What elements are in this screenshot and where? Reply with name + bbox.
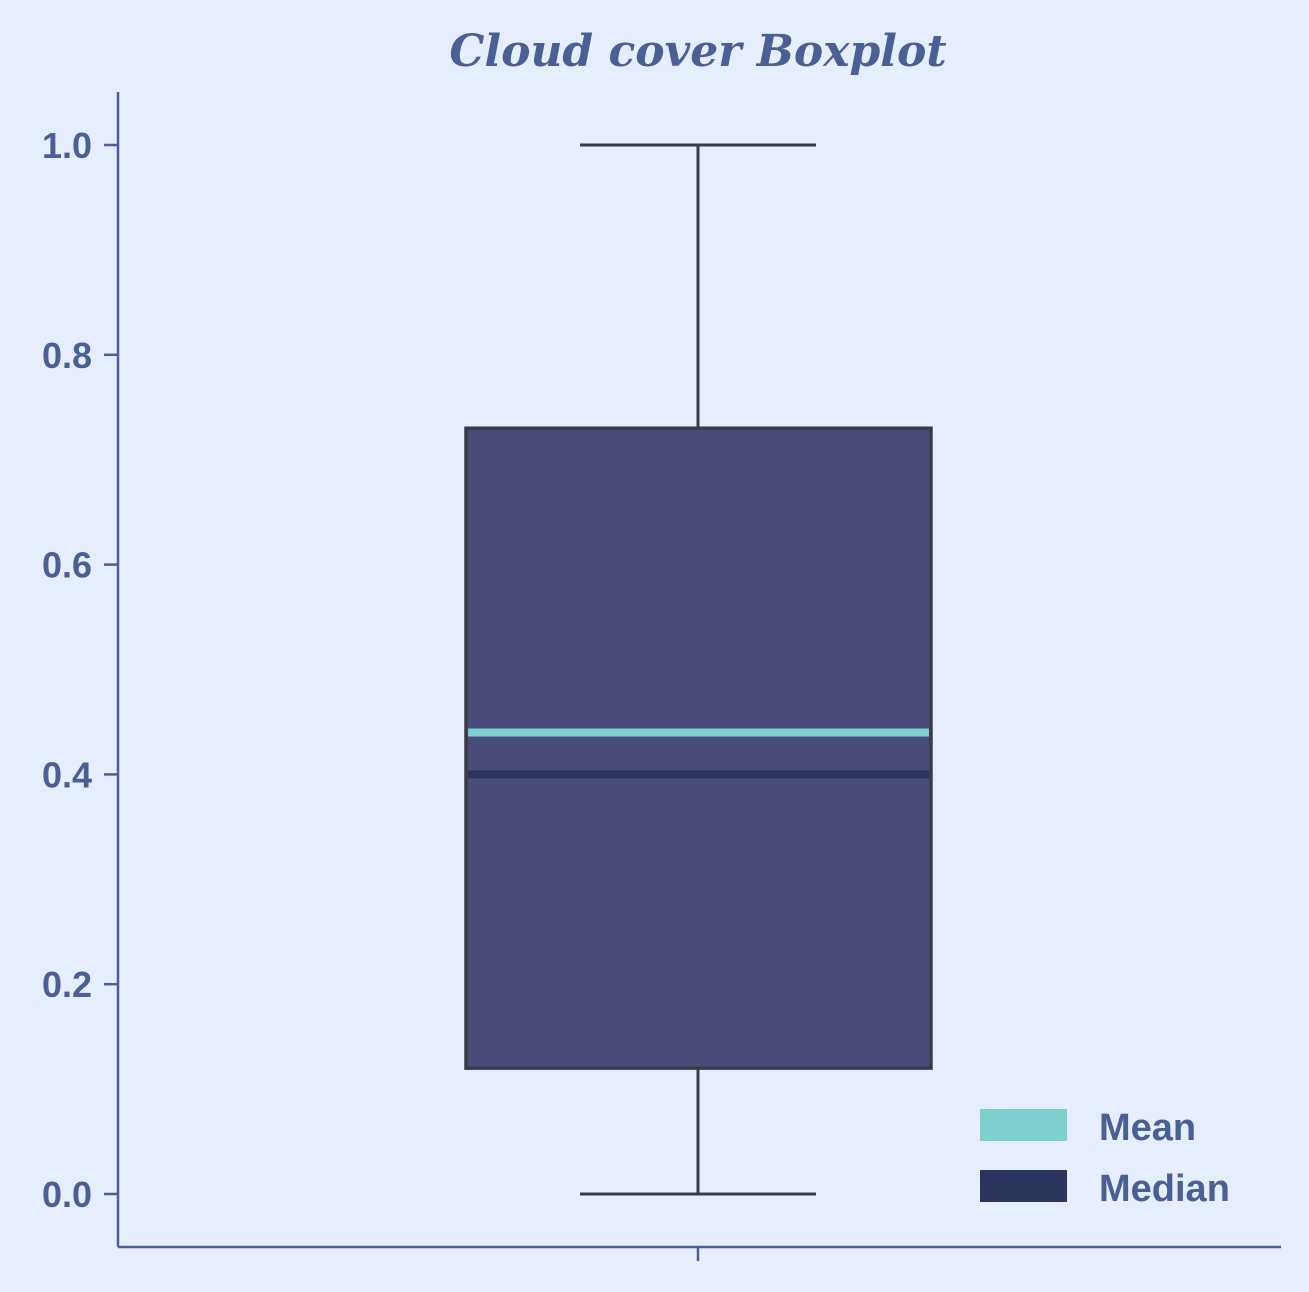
y-tick-label: 0.6 (42, 545, 92, 586)
y-ticks: 0.0 0.2 0.4 0.6 0.8 1.0 (42, 125, 118, 1215)
y-tick-label: 1.0 (42, 125, 92, 166)
y-axis: 0.0 0.2 0.4 0.6 0.8 1.0 (42, 92, 120, 1247)
legend-mean-swatch (980, 1109, 1067, 1141)
legend: Mean Median (980, 1107, 1230, 1210)
legend-median-swatch (980, 1170, 1067, 1202)
interquartile-box (464, 426, 933, 1070)
box-group (464, 143, 933, 1196)
y-tick-label: 0.0 (42, 1174, 92, 1215)
x-axis (118, 1245, 1281, 1261)
y-tick-label: 0.8 (42, 335, 92, 376)
y-tick-label: 0.4 (42, 754, 92, 795)
legend-mean-label: Mean (1099, 1107, 1196, 1149)
legend-median-label: Median (1099, 1168, 1230, 1210)
y-tick-label: 0.2 (42, 964, 92, 1005)
chart-title: Cloud cover Boxplot (449, 26, 946, 77)
